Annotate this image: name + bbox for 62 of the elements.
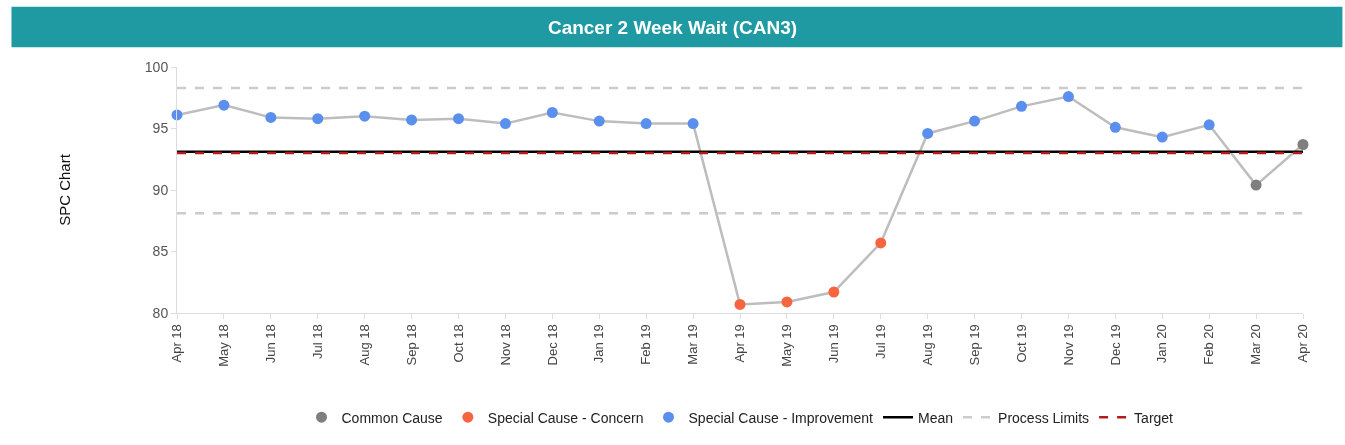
point — [922, 127, 934, 139]
point — [312, 113, 324, 125]
point — [1203, 119, 1215, 131]
x-tick-label: May 19 — [779, 324, 795, 367]
legend-label: Special Cause - Improvement — [688, 409, 874, 426]
x-tick-label: Mar 19 — [685, 324, 701, 365]
point — [828, 286, 840, 298]
point — [1016, 100, 1027, 112]
point — [546, 107, 558, 119]
x-tick-label: Jul 18 — [309, 324, 325, 359]
x-tick-label: Apr 20 — [1295, 324, 1311, 363]
x-tick-label: Nov 19 — [1060, 324, 1076, 366]
point — [687, 118, 699, 130]
legend-label: Special Cause - Concern — [487, 409, 644, 426]
x-tick-label: Jun 18 — [263, 324, 279, 364]
point — [1109, 121, 1121, 133]
y-tick-label: 100 — [144, 58, 169, 75]
x-tick-label: Jun 19 — [826, 324, 842, 364]
point — [406, 114, 418, 126]
x-tick-label: Oct 19 — [1013, 324, 1029, 363]
x-tick-label: Jul 19 — [872, 324, 888, 359]
x-tick-label: Feb 19 — [638, 324, 654, 365]
legend-label: Common Cause — [341, 409, 443, 426]
x-tick-label: Jan 20 — [1154, 324, 1170, 364]
chart-title: Cancer 2 Week Wait (CAN3) — [547, 17, 798, 39]
x-tick-label: Apr 19 — [732, 324, 748, 363]
point — [359, 110, 371, 122]
legend-label: Mean — [918, 409, 954, 426]
legend-label: Target — [1134, 409, 1174, 426]
x-tick-label: Oct 18 — [450, 324, 466, 363]
y-tick-label: 85 — [152, 243, 169, 260]
x-tick-label: Apr 18 — [169, 324, 185, 363]
point — [265, 111, 277, 123]
x-tick-label: Aug 19 — [919, 324, 935, 366]
x-tick-label: Nov 18 — [497, 324, 513, 366]
point — [781, 296, 793, 308]
point — [969, 115, 981, 127]
point — [1156, 131, 1168, 143]
x-tick-label: Jan 19 — [591, 324, 607, 364]
point — [499, 118, 511, 130]
point — [453, 113, 464, 125]
y-tick-label: 80 — [152, 304, 169, 321]
x-tick-label: Feb 20 — [1201, 324, 1217, 365]
legend-label: Process Limits — [998, 409, 1090, 426]
point — [1250, 179, 1262, 191]
point — [640, 118, 652, 130]
point — [875, 237, 887, 249]
x-tick-label: May 18 — [216, 324, 232, 367]
x-tick-label: Sep 19 — [966, 324, 982, 366]
y-axis-title: SPC Chart — [56, 153, 74, 226]
x-tick-label: Sep 18 — [403, 324, 419, 366]
point — [593, 115, 605, 127]
y-tick-label: 90 — [152, 181, 169, 198]
x-tick-label: Mar 20 — [1248, 324, 1264, 365]
point — [1062, 91, 1074, 103]
x-tick-label: Dec 18 — [544, 324, 560, 366]
y-tick-label: 95 — [152, 120, 169, 137]
point — [218, 99, 230, 111]
x-tick-label: Aug 18 — [356, 324, 372, 366]
x-tick-label: Dec 19 — [1107, 324, 1123, 366]
point — [1297, 138, 1309, 150]
point — [734, 298, 746, 310]
